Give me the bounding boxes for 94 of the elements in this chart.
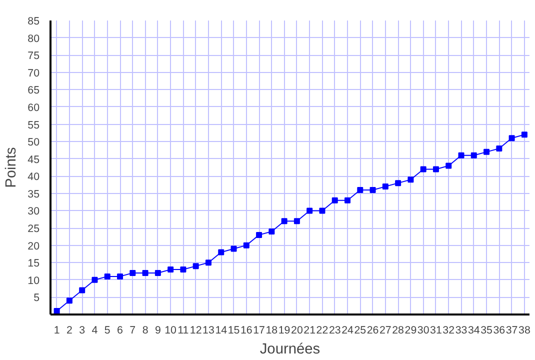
- point: [446, 162, 452, 169]
- x-tick-label: 19: [278, 324, 290, 336]
- point: [243, 242, 250, 248]
- point: [205, 260, 212, 266]
- x-tick-label: 38: [518, 324, 530, 336]
- point: [344, 197, 351, 204]
- x-tick-label: 37: [506, 324, 518, 336]
- point: [142, 270, 148, 276]
- x-tick-label: 28: [392, 324, 404, 336]
- x-tick-label: 35: [480, 324, 493, 336]
- point: [192, 263, 199, 270]
- y-tick-label: 15: [28, 258, 40, 270]
- point: [268, 228, 275, 234]
- x-tick-label: 31: [430, 324, 442, 336]
- y-tick-label: 5: [34, 292, 40, 304]
- point: [168, 266, 174, 273]
- x-tick-label: 29: [404, 324, 417, 336]
- x-tick-label: 4: [92, 324, 98, 336]
- x-tick-label: 36: [493, 324, 506, 336]
- point: [281, 218, 288, 224]
- point: [382, 184, 388, 190]
- y-axis-title: Points: [4, 147, 20, 188]
- x-tick-label: 23: [328, 324, 341, 336]
- x-tick-label: 12: [190, 324, 202, 336]
- x-tick-label: 25: [354, 324, 366, 336]
- x-tick-label: 24: [342, 324, 354, 336]
- x-tick-label: 30: [417, 324, 430, 336]
- point: [508, 135, 515, 142]
- point: [420, 166, 426, 172]
- x-tick-label: 1: [54, 324, 60, 336]
- y-tick-label: 75: [28, 50, 40, 62]
- x-tick-label: 33: [455, 324, 468, 336]
- y-tick-label: 70: [28, 67, 40, 80]
- y-tick-label: 50: [28, 136, 40, 149]
- x-tick-label: 8: [142, 324, 148, 336]
- point: [357, 186, 364, 193]
- x-tick-label: 21: [304, 324, 316, 336]
- point: [470, 152, 477, 158]
- point: [319, 208, 326, 214]
- x-tick-label: 6: [117, 324, 124, 336]
- y-tick-label: 45: [28, 154, 40, 166]
- point: [218, 249, 224, 256]
- point: [294, 218, 300, 224]
- point: [408, 176, 414, 183]
- x-tick-label: 3: [79, 324, 86, 336]
- point: [306, 208, 313, 214]
- x-axis-title: Journées: [260, 342, 320, 358]
- point: [458, 152, 464, 158]
- y-tick-label: 35: [28, 188, 40, 200]
- point: [432, 166, 439, 172]
- point: [332, 197, 338, 204]
- y-tick-label: 25: [28, 223, 40, 236]
- x-tick-label: 11: [178, 324, 189, 336]
- x-tick-label: 15: [228, 324, 240, 336]
- y-tick-label: 55: [28, 119, 40, 132]
- x-tick-label: 34: [468, 324, 480, 336]
- y-tick-label: 80: [28, 32, 40, 45]
- point: [521, 132, 528, 138]
- point: [395, 180, 402, 186]
- x-tick-label: 26: [366, 324, 379, 336]
- x-tick-label: 20: [291, 324, 303, 336]
- point: [79, 287, 86, 294]
- point: [117, 273, 124, 280]
- x-tick-label: 32: [442, 324, 455, 336]
- point: [154, 270, 161, 276]
- x-tick-label: 2: [66, 324, 72, 336]
- y-tick-label: 60: [28, 102, 40, 114]
- point: [180, 266, 186, 273]
- x-tick-label: 18: [266, 324, 278, 336]
- point: [130, 270, 136, 276]
- x-tick-label: 14: [215, 324, 228, 336]
- point: [370, 186, 376, 193]
- y-tick-label: 20: [28, 240, 40, 252]
- y-tick-label: 40: [28, 171, 40, 184]
- y-tick-label: 10: [28, 274, 40, 287]
- point: [230, 246, 237, 252]
- x-tick-label: 22: [316, 324, 328, 336]
- point: [496, 145, 502, 152]
- x-tick-label: 27: [379, 324, 392, 336]
- y-tick-label: 30: [28, 206, 40, 218]
- point: [104, 273, 110, 280]
- y-tick-label: 85: [28, 16, 40, 28]
- point: [484, 148, 490, 155]
- x-tick-label: 7: [130, 324, 136, 336]
- x-tick-label: 13: [202, 324, 214, 336]
- x-tick-label: 9: [154, 324, 161, 336]
- x-tick-label: 17: [253, 324, 266, 336]
- x-tick-label: 5: [104, 324, 110, 336]
- y-tick-label: 65: [28, 84, 40, 97]
- x-tick-label: 10: [164, 324, 177, 336]
- x-tick-label: 16: [240, 324, 252, 336]
- point: [92, 276, 98, 283]
- point: [66, 298, 72, 304]
- point: [256, 232, 262, 238]
